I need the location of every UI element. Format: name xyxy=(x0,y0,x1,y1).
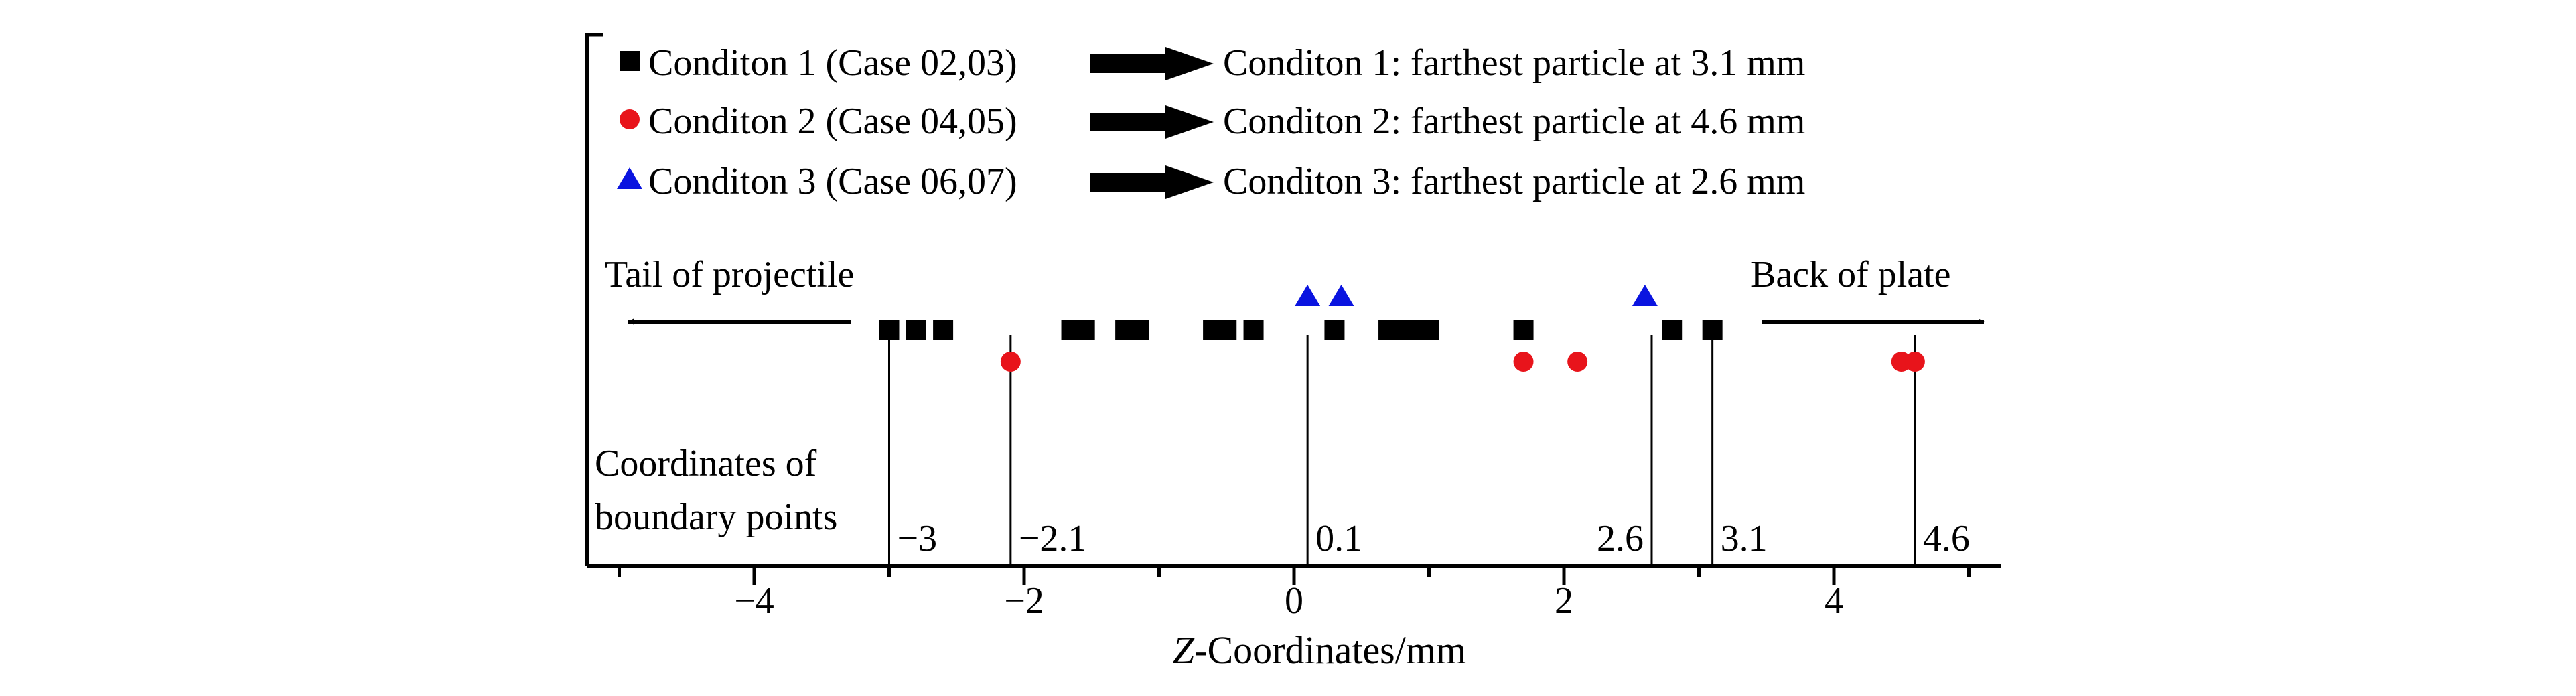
x-axis-title: Z-Coordinates/mm xyxy=(1173,628,1466,672)
square-point xyxy=(1324,320,1345,340)
square-point xyxy=(1243,320,1264,340)
square-point xyxy=(1513,320,1534,340)
triangle-point xyxy=(1295,285,1321,306)
x-tick-label: 2 xyxy=(1555,580,1573,622)
circle-point xyxy=(1513,352,1534,372)
legend: Conditon 1 (Case 02,03) Conditon 1: farth… xyxy=(617,42,1805,202)
legend-result: Conditon 2: farthest particle at 4.6 mm xyxy=(1223,100,1805,142)
legend-result: Conditon 3: farthest particle at 2.6 mm xyxy=(1223,161,1805,202)
square-point xyxy=(1216,320,1237,340)
legend-marker-circle xyxy=(620,109,640,129)
square-point xyxy=(1074,320,1095,340)
boundary-title-line-2: boundary points xyxy=(595,496,837,538)
boundary-label: −3 xyxy=(898,518,938,559)
legend-arrow xyxy=(1090,47,1214,80)
x-axis-title-italic: Z xyxy=(1173,628,1195,672)
square-point xyxy=(1129,320,1149,340)
x-tick-label: −2 xyxy=(1004,580,1044,622)
legend-arrow xyxy=(1090,105,1214,139)
legend-entry: Conditon 2 (Case 04,05) xyxy=(648,100,1017,142)
boundary-lines: −3 −2.1 0.1 2.6 3.1 4.6 xyxy=(888,335,1970,566)
circle-point xyxy=(1567,352,1588,372)
square-point xyxy=(906,320,926,340)
legend-entry: Conditon 1 (Case 02,03) xyxy=(648,42,1017,84)
square-point xyxy=(1662,320,1683,340)
boundary-label: 2.6 xyxy=(1597,518,1644,559)
boundary-label: 3.1 xyxy=(1721,518,1768,559)
triangle-point xyxy=(1632,285,1658,306)
legend-entry: Conditon 3 (Case 06,07) xyxy=(648,161,1017,202)
boundary-title-line-1: Coordinates of xyxy=(595,443,817,484)
circle-point xyxy=(1000,352,1021,372)
legend-result: Conditon 1: farthest particle at 3.1 mm xyxy=(1223,42,1805,84)
square-point xyxy=(879,320,900,340)
square-point xyxy=(1419,320,1439,340)
triangle-point xyxy=(1328,285,1354,306)
legend-marker-square xyxy=(620,51,640,71)
boundary-label: −2.1 xyxy=(1019,518,1087,559)
tail-of-projectile-label: Tail of projectile xyxy=(605,254,854,295)
x-tick-label: 4 xyxy=(1824,580,1843,622)
legend-marker-triangle xyxy=(617,167,642,189)
back-of-plate-label: Back of plate xyxy=(1751,254,1951,295)
annotations: Tail of projectile Back of plate Coordin… xyxy=(595,254,1985,538)
square-point xyxy=(933,320,954,340)
x-axis-title-rest: -Coordinates/mm xyxy=(1194,628,1466,672)
square-point xyxy=(1702,320,1723,340)
legend-arrow xyxy=(1090,165,1214,199)
boundary-label: 4.6 xyxy=(1923,518,1970,559)
x-tick-label: −4 xyxy=(734,580,774,622)
x-tick-label: 0 xyxy=(1285,580,1303,622)
data-points xyxy=(879,285,1925,372)
boundary-label: 0.1 xyxy=(1315,518,1362,559)
circle-point xyxy=(1904,352,1925,372)
x-ticks: −4 −2 0 2 4 xyxy=(618,566,1971,622)
